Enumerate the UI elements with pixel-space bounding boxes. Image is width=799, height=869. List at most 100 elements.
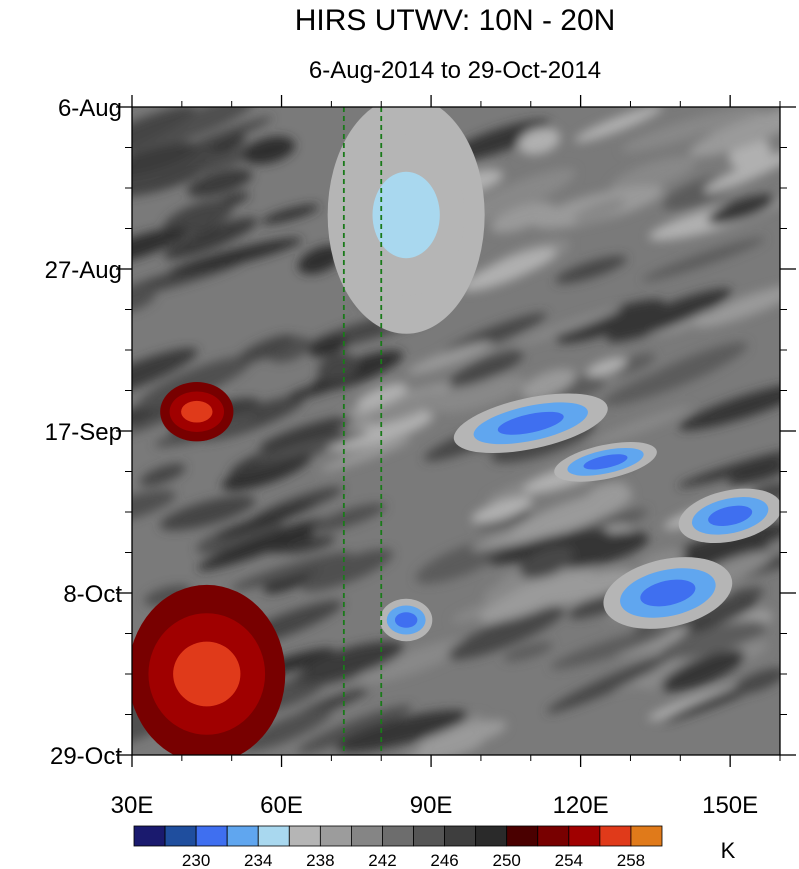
feature-core-2 — [583, 454, 628, 470]
colorbar-swatch — [537, 825, 570, 847]
y-tick-label: 8-Oct — [63, 581, 122, 608]
colorbar-label: 258 — [617, 851, 645, 869]
texture-blob — [606, 288, 732, 342]
texture-blob — [336, 710, 469, 753]
texture-blob — [365, 390, 445, 426]
texture-blob — [300, 549, 393, 592]
texture-blob — [553, 531, 649, 568]
texture-blob — [261, 204, 320, 224]
texture-blob — [662, 620, 767, 659]
texture-blob — [132, 227, 189, 267]
texture-blob — [589, 406, 692, 446]
colorbar-unit: K — [721, 838, 736, 863]
texture-blob — [503, 642, 553, 662]
texture-blob — [534, 569, 639, 605]
colorbar-label: 254 — [555, 851, 583, 869]
chart-subtitle: 6-Aug-2014 to 29-Oct-2014 — [309, 57, 601, 84]
texture-blob — [187, 168, 253, 197]
colorbar-label: 234 — [244, 851, 272, 869]
reference-lines — [342, 107, 383, 755]
texture-blob — [555, 299, 665, 343]
feature-core-4 — [640, 579, 696, 607]
texture-blob — [550, 626, 676, 670]
colorbar-swatch — [226, 825, 259, 847]
colorbar-swatch — [506, 825, 539, 847]
texture-blob — [521, 368, 576, 400]
x-tick-label: 60E — [260, 792, 303, 819]
colorbar-label: 242 — [368, 851, 396, 869]
texture-blob — [259, 416, 353, 450]
feature-core-7 — [173, 641, 241, 707]
texture-blob — [167, 238, 303, 276]
texture-blob — [456, 168, 576, 224]
colorbar-label: 250 — [493, 851, 521, 869]
texture-blob — [284, 536, 336, 554]
feature-core-0 — [372, 171, 440, 259]
texture-blob — [132, 149, 218, 199]
texture-blob — [407, 341, 493, 374]
feature-core-6 — [181, 400, 213, 423]
texture-blob — [689, 107, 780, 157]
texture-blob — [308, 336, 349, 357]
colorbar-swatch — [257, 825, 290, 847]
texture-blob — [300, 641, 404, 681]
texture-blob — [700, 107, 764, 134]
colorbar-label: 246 — [430, 851, 458, 869]
texture-blob — [318, 353, 359, 383]
texture-blob — [610, 156, 697, 194]
texture-blob — [159, 495, 256, 531]
data-field — [132, 107, 780, 755]
texture-blob — [447, 606, 565, 660]
texture-blob — [518, 127, 561, 155]
texture-blob — [139, 463, 186, 486]
texture-blob — [287, 380, 345, 400]
texture-blob — [432, 375, 526, 413]
texture-blob — [237, 334, 295, 364]
y-tick-label: 27-Aug — [45, 257, 122, 284]
texture-blob — [297, 705, 412, 754]
texture-blob — [602, 354, 725, 407]
feature-core-1 — [497, 411, 564, 435]
colorbar: 230 234 238 242 246 250 254 258 — [133, 825, 663, 869]
colorbar-label: 230 — [182, 851, 210, 869]
texture-blob — [546, 655, 672, 713]
texture-blob — [694, 284, 780, 328]
texture-blob — [499, 577, 564, 608]
texture-blob — [132, 348, 198, 402]
feature-core-5 — [394, 612, 418, 628]
feature-core-3 — [708, 505, 753, 527]
texture-blob — [574, 107, 663, 143]
colorbar-swatch — [444, 825, 477, 847]
axes: 30E 60E 90E 120E 150E 6-Aug 27-Aug 17-Sep 8-Oct 2… — [45, 95, 796, 819]
texture-blob — [461, 247, 556, 292]
texture-blob — [555, 255, 627, 284]
colorbar-swatch — [599, 825, 632, 847]
texture-blob — [132, 142, 199, 178]
texture-blob — [163, 199, 234, 236]
texture-blob — [514, 307, 622, 346]
texture-blob — [586, 357, 627, 377]
texture-blob — [519, 546, 575, 579]
colorbar-swatch — [475, 825, 508, 847]
texture-blob — [662, 523, 780, 566]
texture-blob — [678, 449, 780, 488]
texture-blob — [230, 551, 352, 591]
texture-blob — [573, 198, 626, 224]
texture-blob — [612, 353, 656, 376]
colorbar-swatch — [288, 825, 321, 847]
texture-blob — [487, 528, 610, 565]
x-tick-label: 120E — [553, 792, 609, 819]
texture-blob — [358, 638, 472, 684]
texture-blob — [132, 107, 196, 162]
y-tick-label: 6-Aug — [58, 95, 122, 122]
texture-blob — [470, 513, 601, 551]
texture-blob — [320, 438, 412, 472]
colorbar-swatch — [630, 825, 663, 847]
x-tick-label: 30E — [111, 792, 154, 819]
x-tick-label: 90E — [410, 792, 453, 819]
texture-blob — [733, 668, 780, 694]
texture-blob — [703, 148, 780, 193]
colorbar-swatch — [319, 825, 352, 847]
texture-blob — [418, 720, 507, 752]
